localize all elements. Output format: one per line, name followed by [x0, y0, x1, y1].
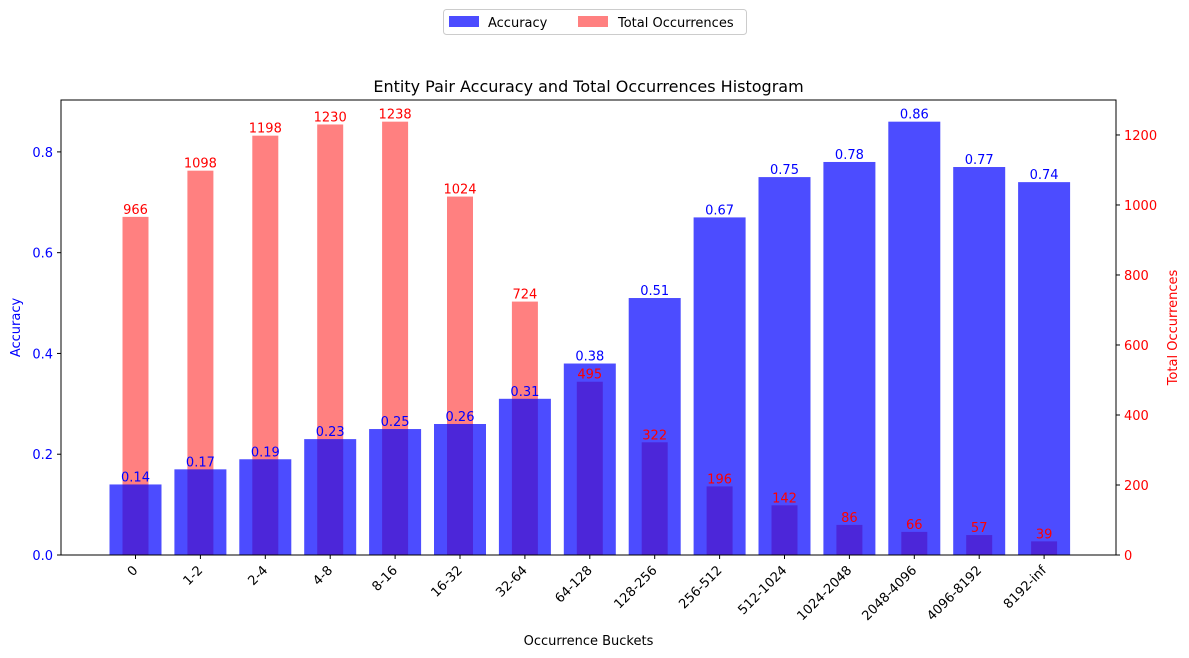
- legend: Accuracy Total Occurrences: [443, 9, 747, 35]
- x-tick-label: 8192-inf: [1001, 563, 1050, 612]
- x-tick-label: 32-64: [493, 563, 530, 600]
- y-right-tick-label: 800: [1124, 269, 1149, 284]
- accuracy-value-label: 0.26: [446, 410, 475, 425]
- accuracy-bars: [109, 121, 1071, 556]
- legend-swatch-accuracy: [449, 16, 479, 27]
- occurrences-value-label: 1198: [249, 122, 282, 137]
- accuracy-bar: [434, 423, 486, 555]
- accuracy-value-label: 0.77: [965, 153, 994, 168]
- occurrences-value-label: 39: [1036, 527, 1053, 542]
- y-left-tick-label: 0.4: [32, 347, 53, 362]
- occurrences-value-label: 86: [841, 511, 858, 526]
- accuracy-value-label: 0.14: [121, 470, 150, 485]
- x-tick-label: 128-256: [612, 563, 661, 612]
- accuracy-bar: [239, 459, 292, 555]
- y-axis-right-title: Total Occurrences: [1166, 269, 1181, 386]
- accuracy-value-label: 0.17: [186, 455, 215, 470]
- y-axis-left-title: Accuracy: [9, 298, 24, 358]
- occurrences-value-label: 142: [772, 491, 797, 506]
- accuracy-bar: [1018, 182, 1071, 556]
- y-right-tick-label: 0: [1124, 549, 1132, 564]
- occurrences-value-label: 724: [512, 288, 537, 303]
- accuracy-bar: [369, 429, 422, 555]
- plot-frame: [60, 99, 1117, 556]
- occurrences-value-label: 1098: [184, 157, 217, 172]
- occurrences-value-label: 322: [642, 428, 667, 443]
- occurrences-value-label: 196: [707, 472, 732, 487]
- accuracy-value-label: 0.31: [510, 385, 539, 400]
- accuracy-bar: [693, 217, 746, 555]
- x-tick-label: 256-512: [676, 563, 725, 612]
- y-right-tick-label: 200: [1124, 479, 1149, 494]
- accuracy-bar: [953, 167, 1006, 555]
- accuracy-bar: [628, 298, 681, 555]
- legend-swatch-occurrences: [578, 16, 608, 27]
- data-labels: 0.14 966 0.17 1098 0.19 1198 0.23 1230 0.25 1238 0…: [121, 108, 1059, 543]
- y-left-tick-label: 0.2: [32, 448, 53, 463]
- occurrences-value-label: 1230: [314, 110, 347, 125]
- occurrences-value-label: 57: [971, 521, 988, 536]
- accuracy-value-label: 0.78: [835, 148, 864, 163]
- occurrences-value-label: 966: [123, 203, 148, 218]
- accuracy-value-label: 0.19: [251, 445, 280, 460]
- y-left-tick-label: 0.6: [32, 247, 53, 262]
- accuracy-bar: [563, 363, 616, 555]
- y-left-tick-label: 0.0: [32, 549, 53, 564]
- accuracy-value-label: 0.86: [900, 108, 929, 123]
- accuracy-value-label: 0.75: [770, 163, 799, 178]
- accuracy-bar: [823, 161, 876, 555]
- accuracy-value-label: 0.23: [316, 425, 345, 440]
- accuracy-bar: [888, 121, 941, 556]
- y-left-tick-label: 0.8: [32, 146, 53, 161]
- accuracy-value-label: 0.25: [381, 415, 410, 430]
- legend-label-occurrences: Total Occurrences: [617, 16, 734, 31]
- x-tick-label: 1024-2048: [795, 563, 856, 624]
- accuracy-value-label: 0.38: [575, 350, 604, 365]
- x-tick-label: 512-1024: [735, 563, 790, 618]
- x-tick-label: 4096-8192: [924, 563, 985, 624]
- y-right-tick-label: 600: [1124, 339, 1149, 354]
- x-tick-label: 1-2: [181, 563, 207, 589]
- x-tick-label: 0: [125, 563, 141, 579]
- x-tick-label: 8-16: [369, 563, 400, 594]
- accuracy-value-label: 0.51: [640, 284, 669, 299]
- accuracy-value-label: 0.67: [705, 203, 734, 218]
- occurrences-value-label: 495: [577, 368, 602, 383]
- occurrences-value-label: 1238: [379, 108, 412, 123]
- x-tick-label: 2048-4096: [859, 563, 920, 624]
- accuracy-bar: [304, 439, 357, 555]
- accuracy-bar: [174, 469, 227, 555]
- accuracy-bar: [758, 177, 811, 555]
- x-tick-label: 64-128: [552, 563, 595, 606]
- accuracy-bar: [498, 398, 551, 555]
- y-right-tick-label: 1000: [1124, 199, 1157, 214]
- accuracy-value-label: 0.74: [1030, 168, 1059, 183]
- y-right-tick-label: 400: [1124, 409, 1149, 424]
- y-right-tick-label: 1200: [1124, 129, 1157, 144]
- x-tick-label: 4-8: [310, 563, 336, 589]
- accuracy-bar: [109, 484, 162, 555]
- occurrences-value-label: 66: [906, 518, 923, 533]
- x-axis-title: Occurrence Buckets: [524, 634, 654, 649]
- legend-label-accuracy: Accuracy: [488, 16, 548, 31]
- x-tick-label: 16-32: [429, 563, 466, 600]
- chart-title: Entity Pair Accuracy and Total Occurrenc…: [373, 77, 803, 96]
- x-tick-label: 2-4: [246, 563, 272, 589]
- occurrences-value-label: 1024: [443, 183, 476, 198]
